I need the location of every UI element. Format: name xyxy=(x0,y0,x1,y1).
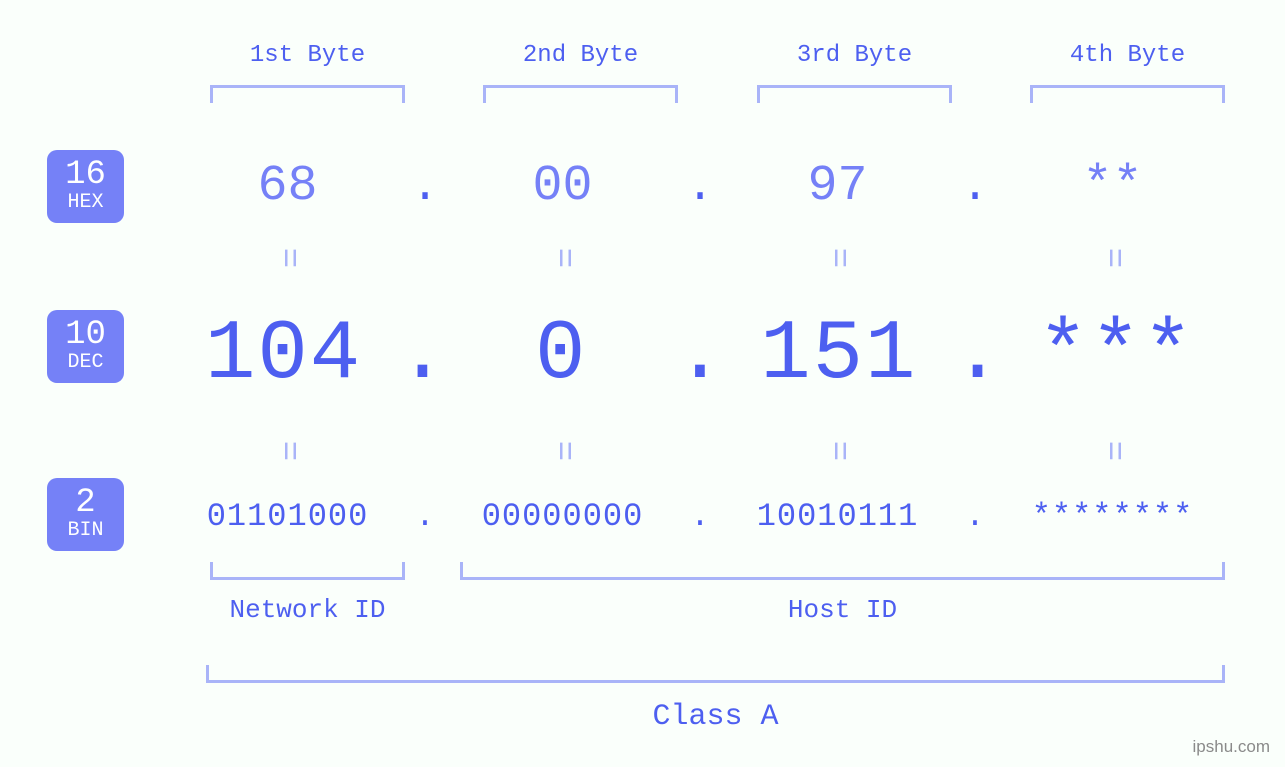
dec-byte-3: 151 xyxy=(725,308,952,403)
bin-badge-base: 2 xyxy=(47,486,124,522)
dot: . xyxy=(675,308,725,403)
top-bracket-4 xyxy=(1030,85,1225,103)
hex-row: 68 . 00 . 97 . ** xyxy=(170,158,1230,215)
bin-row: 01101000 . 00000000 . 10010111 . *******… xyxy=(170,498,1230,535)
bin-badge: 2 BIN xyxy=(47,478,124,551)
host-id-bracket xyxy=(460,562,1225,580)
dot: . xyxy=(680,498,720,535)
byte-label-4: 4th Byte xyxy=(1030,42,1225,69)
dot: . xyxy=(955,498,995,535)
dec-badge: 10 DEC xyxy=(47,310,124,383)
equals-icon: = xyxy=(269,248,307,268)
equals-row-2: = = = = xyxy=(170,432,1230,470)
dec-byte-4: *** xyxy=(1003,308,1230,403)
hex-byte-1: 68 xyxy=(170,158,405,215)
dec-badge-name: DEC xyxy=(47,352,124,373)
bin-byte-1: 01101000 xyxy=(170,498,405,535)
top-bracket-2 xyxy=(483,85,678,103)
hex-badge-base: 16 xyxy=(47,158,124,194)
dot: . xyxy=(405,161,445,213)
bin-byte-4: ******** xyxy=(995,498,1230,535)
equals-icon: = xyxy=(819,441,857,461)
ip-diagram: 1st Byte 2nd Byte 3rd Byte 4th Byte 16 H… xyxy=(0,0,1285,767)
byte-label-2: 2nd Byte xyxy=(483,42,678,69)
equals-icon: = xyxy=(1094,248,1132,268)
host-id-label: Host ID xyxy=(460,595,1225,625)
equals-icon: = xyxy=(544,441,582,461)
top-bracket-1 xyxy=(210,85,405,103)
dec-badge-base: 10 xyxy=(47,318,124,354)
class-bracket xyxy=(206,665,1225,683)
hex-badge-name: HEX xyxy=(47,192,124,213)
dot: . xyxy=(397,308,447,403)
network-id-label: Network ID xyxy=(210,595,405,625)
top-bracket-3 xyxy=(757,85,952,103)
equals-icon: = xyxy=(544,248,582,268)
dec-row: 104 . 0 . 151 . *** xyxy=(170,308,1230,403)
dec-byte-1: 104 xyxy=(170,308,397,403)
equals-icon: = xyxy=(819,248,857,268)
bin-byte-2: 00000000 xyxy=(445,498,680,535)
hex-byte-2: 00 xyxy=(445,158,680,215)
dot: . xyxy=(952,308,1002,403)
equals-row-1: = = = = xyxy=(170,239,1230,277)
equals-icon: = xyxy=(1094,441,1132,461)
dec-byte-2: 0 xyxy=(448,308,675,403)
byte-label-1: 1st Byte xyxy=(210,42,405,69)
bin-byte-3: 10010111 xyxy=(720,498,955,535)
dot: . xyxy=(955,161,995,213)
equals-icon: = xyxy=(269,441,307,461)
dot: . xyxy=(405,498,445,535)
hex-byte-4: ** xyxy=(995,158,1230,215)
byte-label-3: 3rd Byte xyxy=(757,42,952,69)
bin-badge-name: BIN xyxy=(47,520,124,541)
hex-byte-3: 97 xyxy=(720,158,955,215)
dot: . xyxy=(680,161,720,213)
class-label: Class A xyxy=(206,700,1225,734)
watermark: ipshu.com xyxy=(1193,737,1270,757)
hex-badge: 16 HEX xyxy=(47,150,124,223)
network-id-bracket xyxy=(210,562,405,580)
